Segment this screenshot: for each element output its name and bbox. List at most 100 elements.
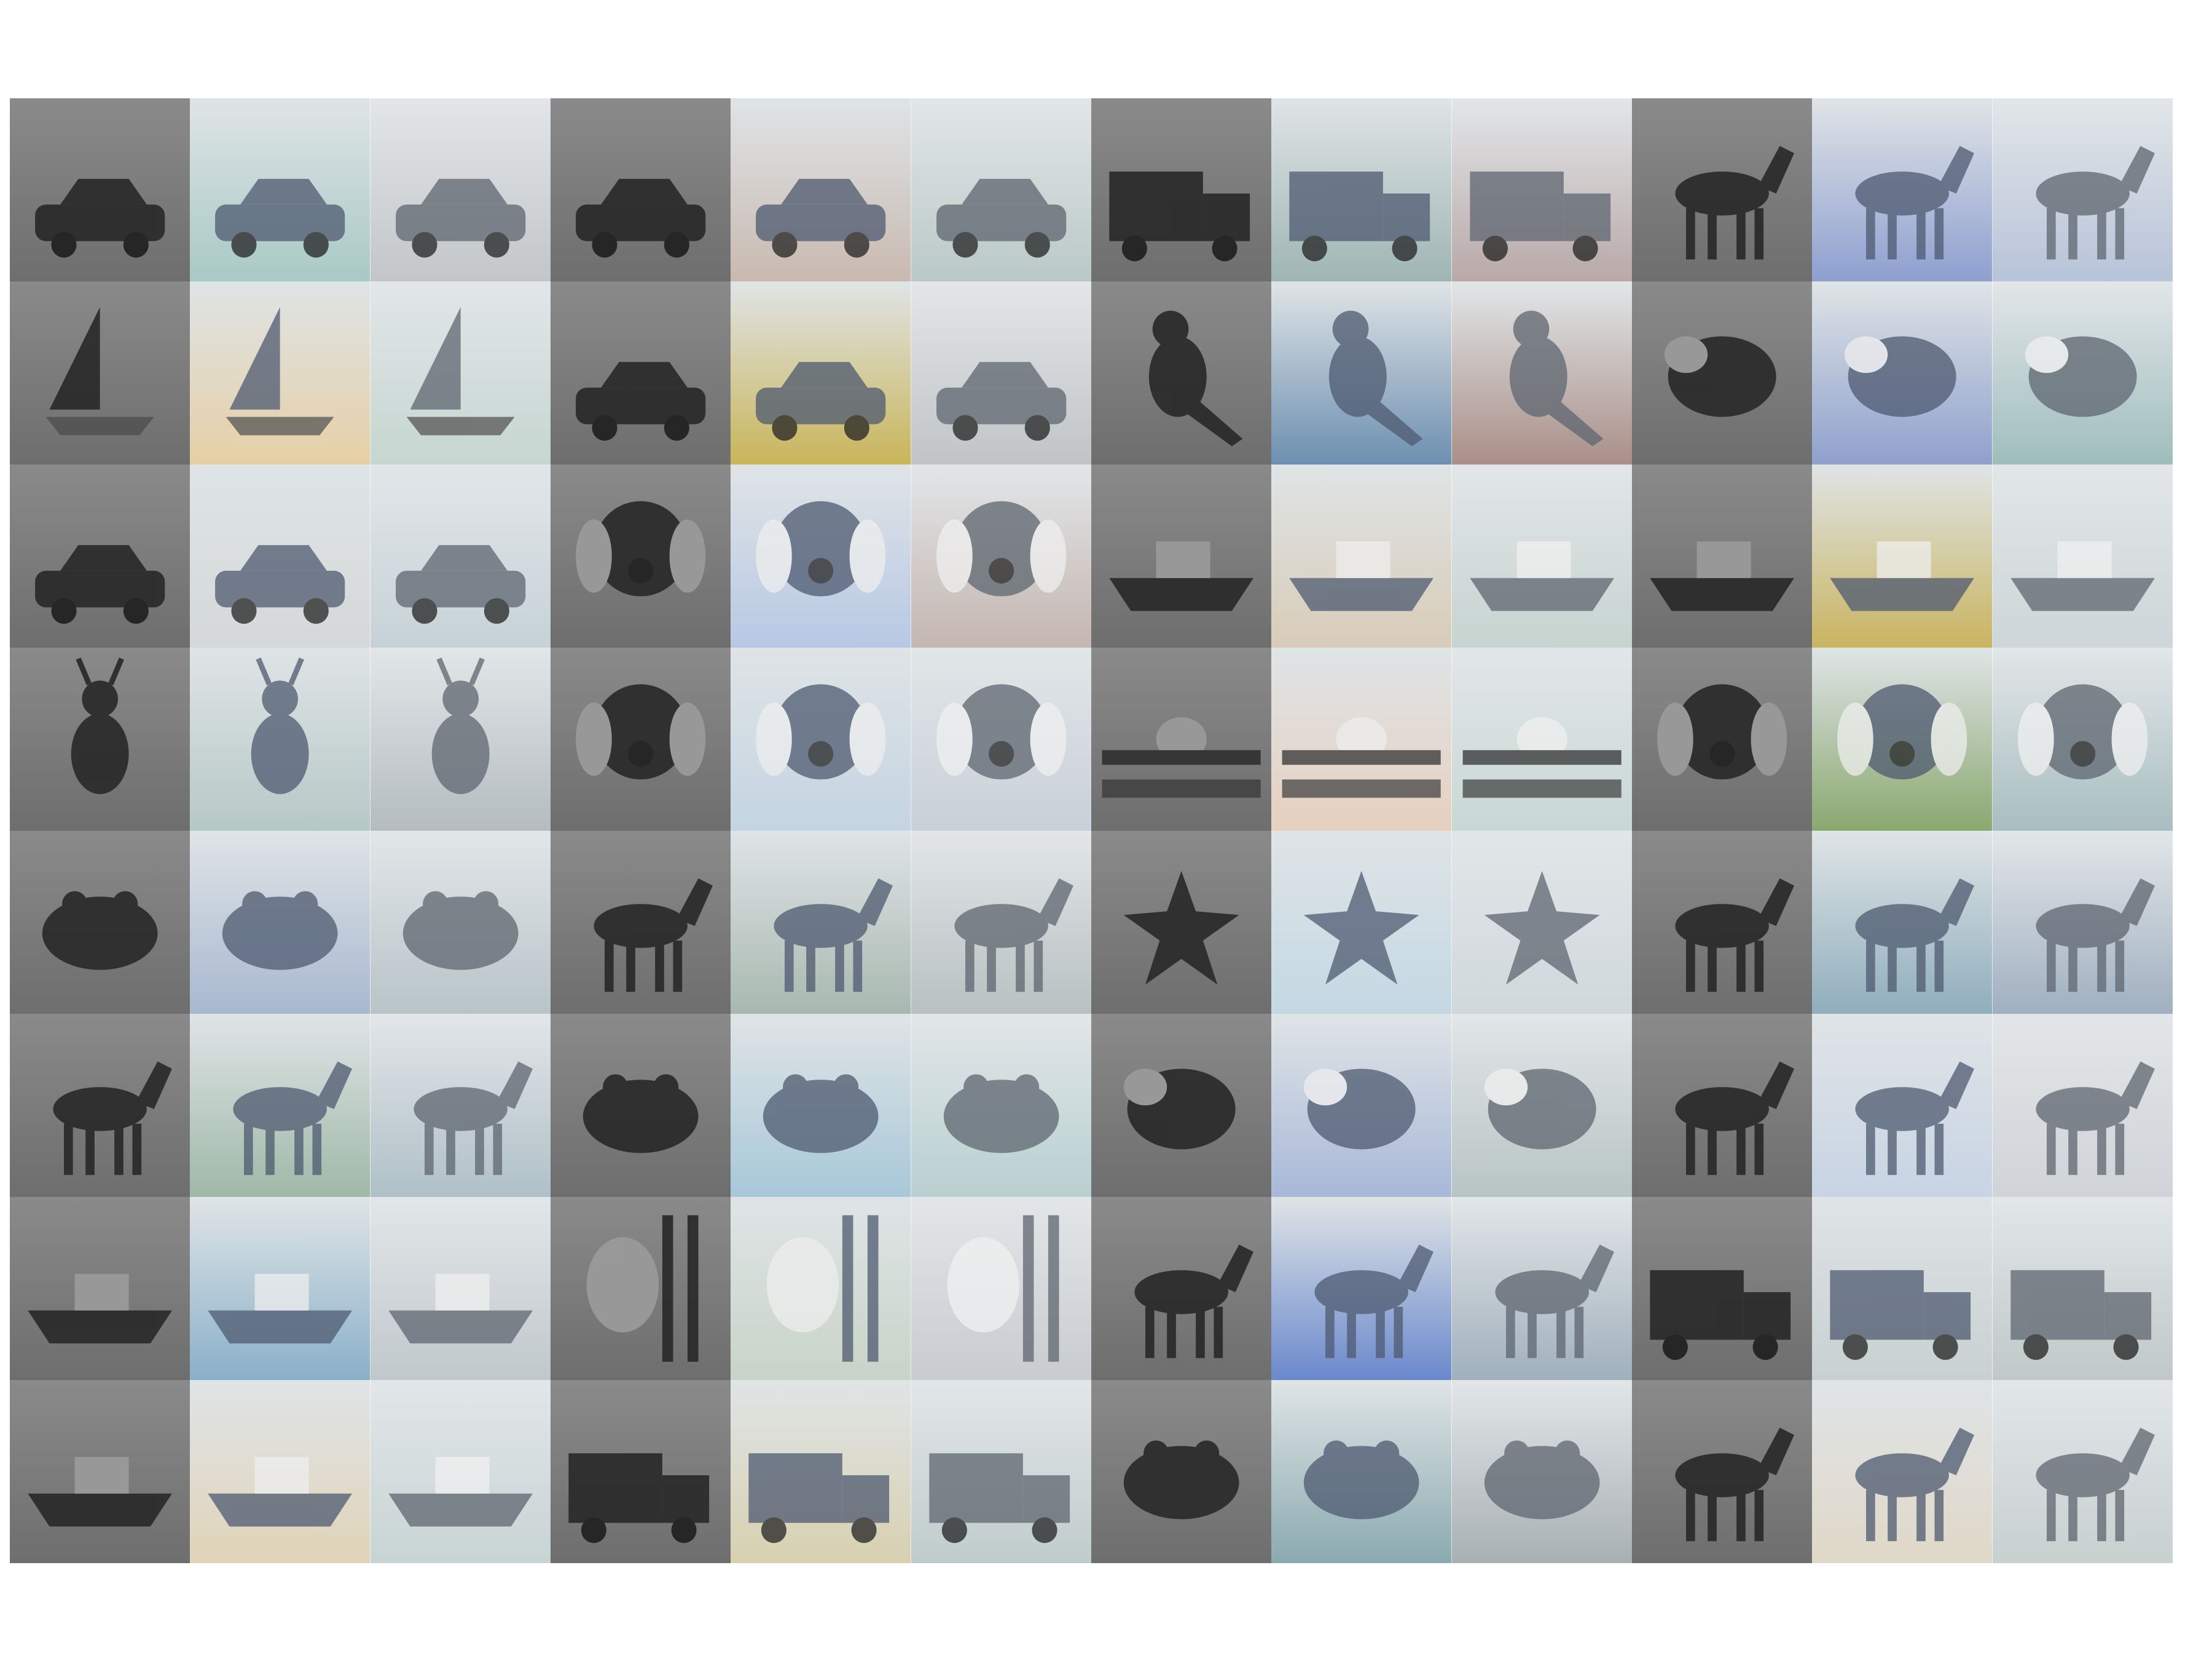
colorized-output-image-a (1271, 98, 1452, 281)
sample-group (1632, 1014, 2173, 1197)
sample-group (1632, 831, 2173, 1014)
colorized-output-image-a (190, 648, 371, 831)
grayscale-input-image (551, 98, 731, 281)
horse-subject (2036, 1427, 2155, 1542)
sailboat-subject (406, 307, 515, 436)
colorized-output-image-b (1451, 1014, 1632, 1197)
dog-subject (576, 684, 706, 780)
horse-subject (53, 1061, 172, 1175)
frog-subject (42, 891, 158, 970)
sample-group (551, 1197, 1091, 1380)
frog-subject (1484, 1440, 1600, 1520)
colorized-output-image-b (1992, 831, 2173, 1014)
grayscale-input-image (10, 1014, 190, 1197)
image-grid (10, 98, 2173, 1563)
grayscale-input-image (1632, 831, 1813, 1014)
sample-group (1632, 98, 2173, 281)
animal-subject (1304, 1069, 1416, 1150)
grayscale-input-image (1091, 648, 1272, 831)
horse-subject (1855, 1427, 1975, 1542)
sample-group (1091, 465, 1632, 648)
sample-group (1091, 98, 1632, 281)
sample-group (551, 648, 1091, 831)
grayscale-input-image (10, 1197, 190, 1380)
sample-group (10, 465, 551, 648)
sample-group (1091, 831, 1632, 1014)
ship-subject (388, 1457, 533, 1527)
sample-group (10, 1197, 551, 1380)
frog-subject (582, 1074, 699, 1153)
starfish-subject (1484, 871, 1600, 985)
animal-subject (2025, 336, 2137, 417)
bird-subject (1148, 310, 1243, 447)
car-subject (395, 179, 525, 258)
grayscale-input-image (1632, 1197, 1813, 1380)
grayscale-input-image (551, 1014, 731, 1197)
grayscale-input-image (551, 281, 731, 465)
sample-group (1091, 1380, 1632, 1563)
horse-subject (2036, 1061, 2155, 1175)
boat-subject (1109, 541, 1253, 611)
colorized-output-image-b (1992, 281, 2173, 465)
colorized-output-image-a (1812, 465, 1993, 648)
sample-group (551, 465, 1091, 648)
colorized-output-image-b (1451, 281, 1632, 465)
sample-group (551, 1014, 1091, 1197)
grayscale-input-image (10, 831, 190, 1014)
colorized-output-image-b (370, 281, 551, 465)
colorized-output-image-a (190, 1014, 371, 1197)
sample-group (551, 1380, 1091, 1563)
colorized-output-image-a (1271, 1014, 1452, 1197)
colorized-output-image-b (370, 648, 551, 831)
sample-group (1632, 465, 2173, 648)
horse-subject (2036, 878, 2155, 992)
horse-subject (1855, 878, 1975, 992)
horse-subject (1314, 1244, 1434, 1359)
face-subject (947, 1215, 1059, 1362)
grayscale-input-image (1632, 465, 1813, 648)
colorized-output-image-b (911, 281, 1091, 465)
car-subject (576, 362, 706, 441)
grayscale-input-image (1091, 831, 1272, 1014)
sample-group (10, 1014, 551, 1197)
horse-subject (414, 1061, 533, 1175)
grayscale-input-image (1091, 1197, 1272, 1380)
colorized-output-image-b (1992, 1380, 2173, 1563)
horse-subject (1675, 1061, 1794, 1175)
dog-subject (756, 501, 886, 597)
colorized-output-image-b (1992, 1197, 2173, 1380)
colorized-output-image-a (1812, 281, 1993, 465)
grayscale-input-image (1091, 1014, 1272, 1197)
colorized-output-image-a (190, 98, 371, 281)
colorized-output-image-b (1992, 648, 2173, 831)
bird-subject (1329, 310, 1423, 447)
colorized-output-image-b (1992, 98, 2173, 281)
boat-subject (208, 1274, 353, 1344)
airplane-subject (1102, 717, 1261, 798)
grayscale-input-image (551, 831, 731, 1014)
colorized-output-image-b (911, 465, 1091, 648)
horse-subject (594, 878, 713, 992)
colorized-output-image-b (911, 831, 1091, 1014)
frog-subject (222, 891, 338, 970)
grayscale-input-image (1632, 281, 1813, 465)
starfish-subject (1123, 871, 1239, 985)
horse-subject (1134, 1244, 1253, 1359)
boat-subject (1289, 541, 1434, 611)
colorized-output-image-a (1271, 831, 1452, 1014)
colorized-output-image-a (1812, 831, 1993, 1014)
grayscale-input-image (1091, 465, 1272, 648)
truck-subject (2010, 1270, 2151, 1360)
grayscale-input-image (551, 465, 731, 648)
truck-subject (748, 1453, 890, 1543)
sample-group (551, 831, 1091, 1014)
grayscale-input-image (1632, 648, 1813, 831)
dog-subject (576, 501, 706, 597)
colorized-output-image-a (190, 465, 371, 648)
sample-group (10, 648, 551, 831)
colorized-output-image-a (731, 831, 911, 1014)
frog-subject (943, 1074, 1059, 1153)
colorized-output-image-a (190, 281, 371, 465)
truck-subject (1289, 171, 1430, 262)
frog-subject (1123, 1440, 1239, 1520)
